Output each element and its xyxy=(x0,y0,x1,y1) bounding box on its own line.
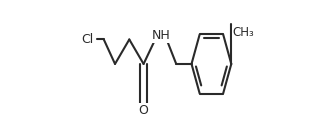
Text: O: O xyxy=(139,104,148,117)
Text: NH: NH xyxy=(151,29,170,42)
Text: Cl: Cl xyxy=(82,33,94,46)
Text: CH₃: CH₃ xyxy=(232,26,254,39)
